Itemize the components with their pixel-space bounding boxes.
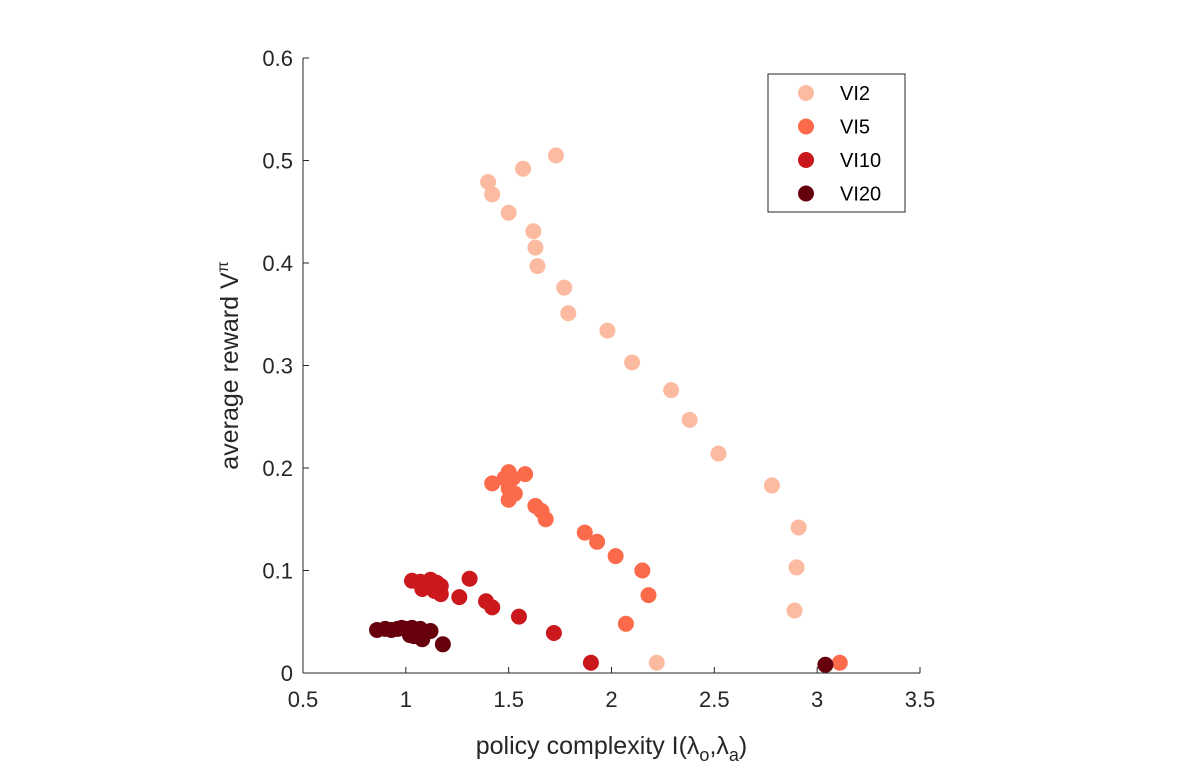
legend: VI2 VI5 VI10 VI20 <box>767 73 906 213</box>
data-point <box>480 174 497 191</box>
x-axis-label-comma: , <box>709 732 716 760</box>
y-axis-label-sup: π <box>215 261 232 272</box>
data-point <box>484 599 501 616</box>
data-point <box>500 204 517 221</box>
x-ticks: 0.5 1 1.5 2 2.5 3 3.5 <box>288 667 936 712</box>
data-point <box>461 570 478 587</box>
y-tick-label: 0 <box>281 661 293 686</box>
data-point <box>529 258 546 275</box>
legend-marker <box>798 185 814 202</box>
legend-label: VI2 <box>840 83 870 105</box>
data-point <box>790 519 807 536</box>
data-point <box>547 147 564 164</box>
data-point <box>414 580 431 597</box>
data-point <box>527 239 544 256</box>
x-axis-label-close: ) <box>739 732 747 760</box>
legend-marker <box>798 152 814 168</box>
data-point <box>576 524 593 541</box>
data-point <box>681 411 698 428</box>
data-point <box>617 615 634 632</box>
data-point <box>607 548 624 565</box>
data-point <box>582 654 599 671</box>
x-tick-label: 1.5 <box>493 687 524 712</box>
data-point <box>648 654 665 671</box>
data-point <box>831 654 848 671</box>
data-point <box>545 625 562 642</box>
x-axis-label-lambda-o: λ <box>687 732 700 760</box>
data-point <box>414 631 431 648</box>
axes: 0.5 1 1.5 2 2.5 3 3.5 0 0.1 0.2 0.3 0.4 0.5 0.6 <box>262 46 935 712</box>
data-point <box>500 491 517 508</box>
series-vi5 <box>484 464 848 671</box>
y-tick-label: 0.6 <box>262 46 293 71</box>
series-vi20 <box>369 619 834 673</box>
data-point <box>786 602 803 619</box>
y-tick-label: 0.5 <box>262 149 293 174</box>
x-axis-label-main: policy complexity I( <box>476 732 688 760</box>
data-point <box>710 445 727 462</box>
x-axis-label-sub-a: a <box>729 745 740 765</box>
legend-label: VI5 <box>840 117 870 139</box>
data-point <box>515 160 532 177</box>
x-tick-label: 2.5 <box>699 687 730 712</box>
data-point <box>788 559 805 576</box>
x-tick-label: 3.5 <box>905 687 936 712</box>
data-point <box>624 354 641 371</box>
data-point <box>451 589 468 606</box>
legend-box <box>767 73 906 213</box>
series-vi10 <box>404 570 599 671</box>
data-point <box>763 477 780 494</box>
y-tick-label: 0.3 <box>262 354 293 379</box>
x-tick-label: 1 <box>400 687 412 712</box>
data-point <box>556 279 573 296</box>
legend-label: VI20 <box>840 184 881 206</box>
x-axis-label-lambda-a: λ <box>716 732 729 760</box>
legend-label: VI10 <box>840 150 881 172</box>
series-vi2 <box>480 147 807 671</box>
y-axis-label-main: average reward V <box>216 272 244 470</box>
data-point <box>432 586 449 603</box>
data-point <box>484 475 501 492</box>
x-tick-label: 2 <box>605 687 617 712</box>
data-point <box>599 322 616 339</box>
y-tick-label: 0.1 <box>262 559 293 584</box>
legend-marker <box>798 118 814 135</box>
x-tick-label: 3 <box>811 687 823 712</box>
data-point <box>589 533 606 550</box>
y-ticks: 0 0.1 0.2 0.3 0.4 0.5 0.6 <box>262 46 309 686</box>
data-point <box>817 656 834 673</box>
y-tick-label: 0.4 <box>262 251 293 276</box>
y-tick-label: 0.2 <box>262 456 293 481</box>
data-points <box>369 147 848 673</box>
data-point <box>434 636 451 653</box>
data-point <box>517 466 534 483</box>
data-point <box>525 223 542 240</box>
data-point <box>640 587 657 604</box>
y-axis-label: average reward Vπ <box>215 261 244 469</box>
data-point <box>510 608 527 625</box>
legend-marker <box>798 85 814 101</box>
x-tick-label: 0.5 <box>288 687 319 712</box>
x-axis-label: policy complexity I(λo,λa) <box>476 732 747 765</box>
data-point <box>560 305 577 322</box>
data-point <box>663 382 680 399</box>
data-point <box>537 511 554 528</box>
x-axis-label-sub-o: o <box>699 745 709 765</box>
data-point <box>634 562 651 579</box>
data-point <box>484 186 501 203</box>
